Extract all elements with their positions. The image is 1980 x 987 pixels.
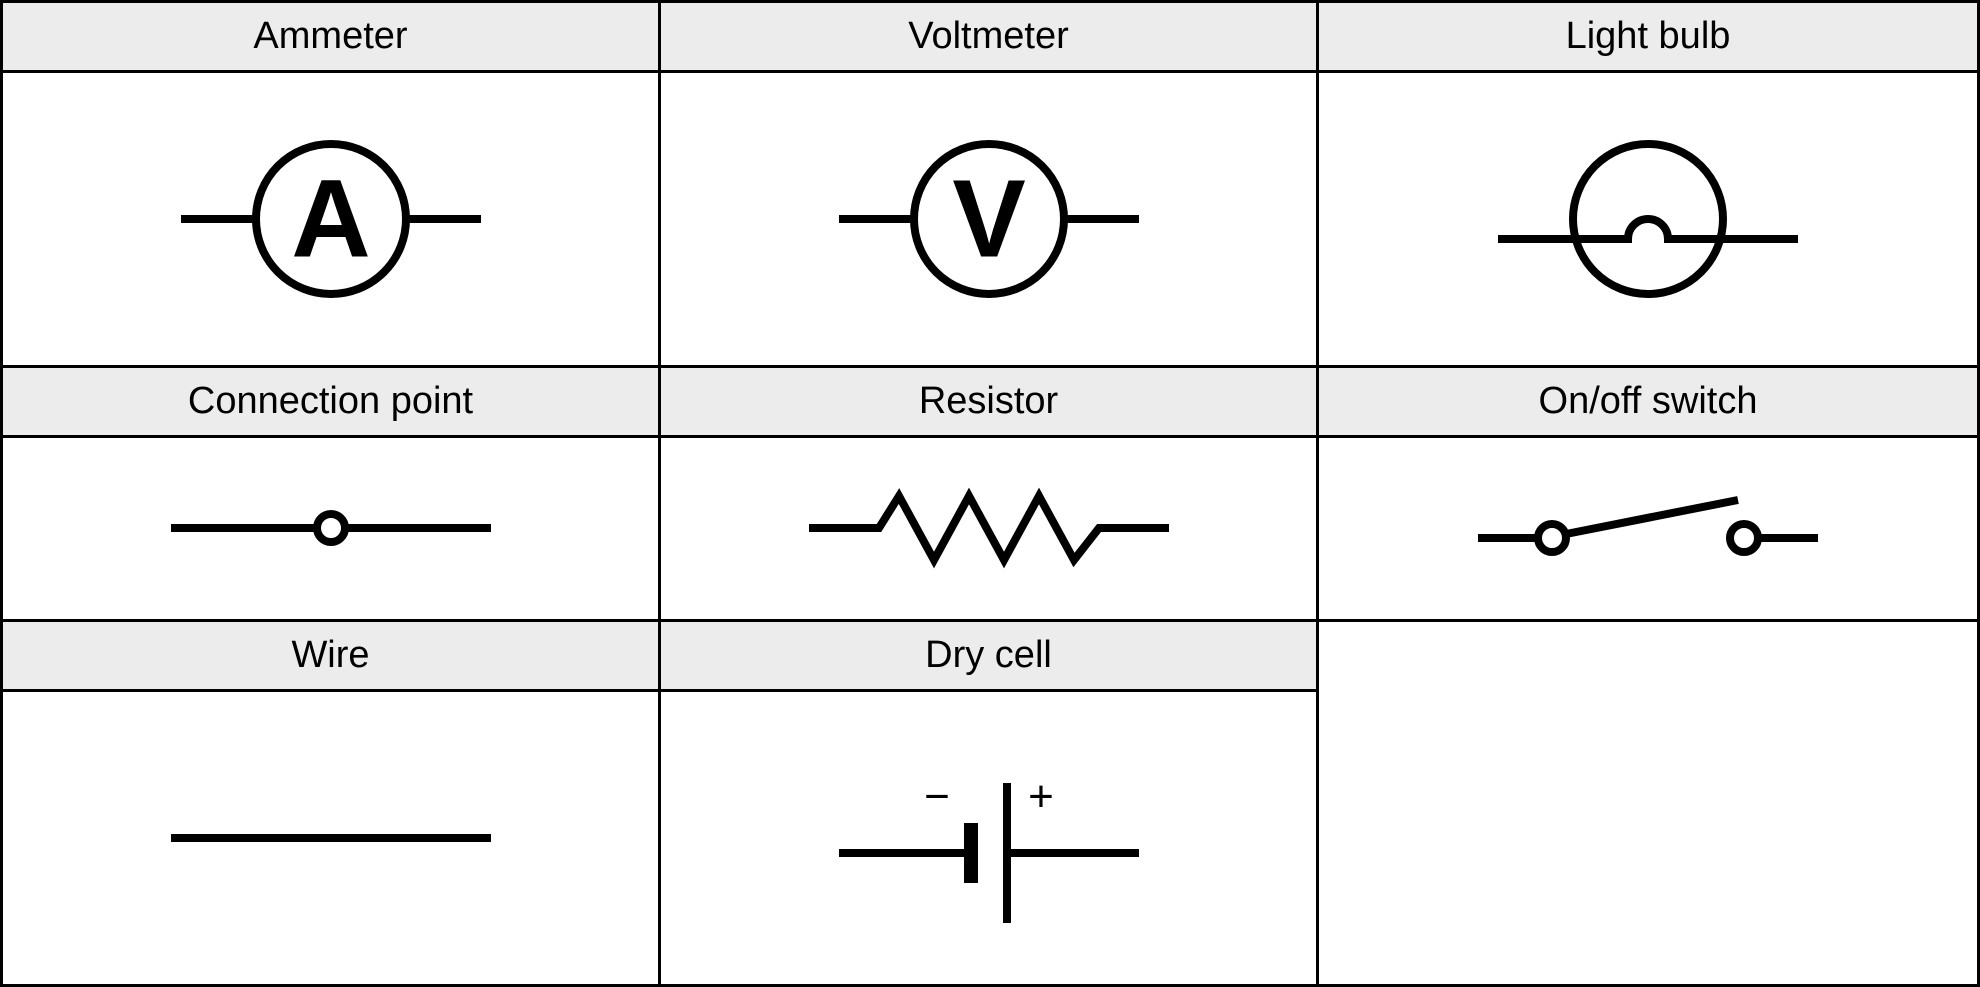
header-voltmeter: Voltmeter bbox=[661, 3, 1316, 73]
symbol-drycell: − + bbox=[661, 692, 1316, 984]
header-lightbulb: Light bulb bbox=[1319, 3, 1977, 73]
cell-wire: Wire bbox=[3, 622, 661, 984]
symbol-wire bbox=[3, 692, 658, 984]
cell-voltmeter: Voltmeter V bbox=[661, 3, 1319, 368]
symbol-switch bbox=[1319, 438, 1977, 620]
wire-icon bbox=[121, 733, 541, 943]
symbol-resistor bbox=[661, 438, 1316, 620]
circuit-symbols-table: Ammeter A Voltmeter V Light bulb bbox=[0, 0, 1980, 987]
symbol-ammeter: A bbox=[3, 73, 658, 365]
svg-text:+: + bbox=[1028, 772, 1054, 821]
drycell-icon: − + bbox=[779, 733, 1199, 943]
header-ammeter: Ammeter bbox=[3, 3, 658, 73]
svg-text:A: A bbox=[291, 157, 370, 280]
symbol-lightbulb bbox=[1319, 73, 1977, 365]
ammeter-icon: A bbox=[121, 114, 541, 324]
resistor-icon bbox=[779, 478, 1199, 578]
cell-ammeter: Ammeter A bbox=[3, 3, 661, 368]
lightbulb-icon bbox=[1438, 114, 1858, 324]
cell-lightbulb: Light bulb bbox=[1319, 3, 1977, 368]
symbol-connection bbox=[3, 438, 658, 620]
switch-icon bbox=[1438, 478, 1858, 578]
svg-text:−: − bbox=[924, 772, 950, 821]
svg-text:V: V bbox=[952, 157, 1025, 280]
cell-switch: On/off switch bbox=[1319, 368, 1977, 623]
voltmeter-icon: V bbox=[779, 114, 1199, 324]
header-switch: On/off switch bbox=[1319, 368, 1977, 438]
cell-drycell: Dry cell − + bbox=[661, 622, 1319, 984]
cell-connection: Connection point bbox=[3, 368, 661, 623]
cell-empty bbox=[1319, 622, 1977, 984]
header-resistor: Resistor bbox=[661, 368, 1316, 438]
cell-resistor: Resistor bbox=[661, 368, 1319, 623]
symbol-voltmeter: V bbox=[661, 73, 1316, 365]
connection-point-icon bbox=[121, 478, 541, 578]
header-wire: Wire bbox=[3, 622, 658, 692]
header-drycell: Dry cell bbox=[661, 622, 1316, 692]
header-connection: Connection point bbox=[3, 368, 658, 438]
